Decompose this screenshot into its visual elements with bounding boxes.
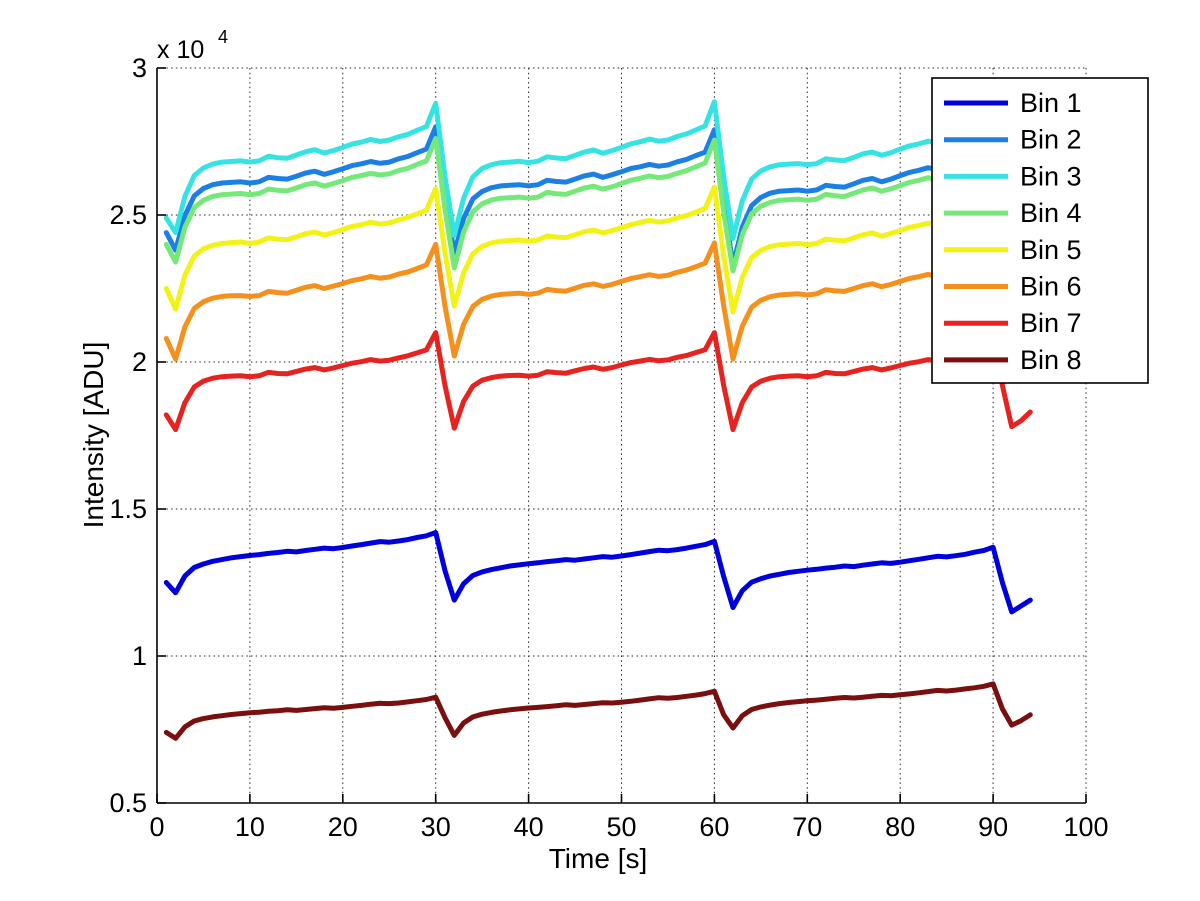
- x-tick-label: 100: [1063, 812, 1108, 842]
- y-axis-multiplier-exponent: 4: [218, 27, 228, 47]
- y-tick-label: 3: [132, 53, 147, 83]
- tick-label-layer: 0 10 20 30 40 50 60 70 80 90 100 0.5 1 1.5 2 2.5 3: [109, 53, 1108, 842]
- legend-label-8: Bin 8: [1020, 345, 1082, 375]
- legend-label-1: Bin 1: [1020, 88, 1082, 118]
- series-line-bin-3: [163, 99, 1033, 241]
- y-axis-title: Intensity [ADU]: [78, 342, 109, 529]
- x-tick-label: 40: [514, 812, 544, 842]
- x-axis-title: Time [s]: [549, 843, 648, 874]
- x-tick-label: 20: [328, 812, 358, 842]
- y-tick-label: 1.5: [109, 494, 147, 524]
- y-tick-label: 2: [132, 347, 147, 377]
- y-tick-label: 2.5: [109, 200, 147, 230]
- series-line-bin-7: [163, 330, 1033, 433]
- legend-label-4: Bin 4: [1020, 198, 1082, 228]
- legend-label-2: Bin 2: [1020, 125, 1082, 155]
- x-tick-label: 50: [606, 812, 636, 842]
- series-line-bin-5: [163, 184, 1033, 315]
- legend-label-3: Bin 3: [1020, 161, 1082, 191]
- series-line-bin-2: [163, 124, 1033, 268]
- y-axis-multiplier-base: x 10: [157, 36, 204, 64]
- axes-layer: [156, 67, 1087, 804]
- legend-box: [931, 77, 1149, 384]
- legend-label-7: Bin 7: [1020, 308, 1082, 338]
- series-line-bin-8: [163, 681, 1033, 741]
- x-tick-label: 10: [235, 812, 265, 842]
- legend: Bin 1 Bin 2 Bin 3 Bin 4 Bin 5 Bin 6 Bin 7 Bin 8: [931, 77, 1149, 384]
- x-tick-label: 90: [978, 812, 1008, 842]
- legend-label-5: Bin 5: [1020, 235, 1082, 265]
- x-tick-label: 60: [699, 812, 729, 842]
- y-tick-label: 0.5: [109, 788, 147, 818]
- x-tick-label: 80: [885, 812, 915, 842]
- series-line-bin-6: [163, 239, 1033, 365]
- series-line-bin-4: [163, 136, 1033, 274]
- series-layer: [163, 99, 1033, 741]
- y-tick-label: 1: [132, 641, 147, 671]
- x-tick-label: 0: [149, 812, 164, 842]
- legend-label-6: Bin 6: [1020, 272, 1082, 302]
- x-tick-label: 30: [421, 812, 451, 842]
- x-tick-label: 70: [792, 812, 822, 842]
- series-line-bin-1: [163, 530, 1033, 615]
